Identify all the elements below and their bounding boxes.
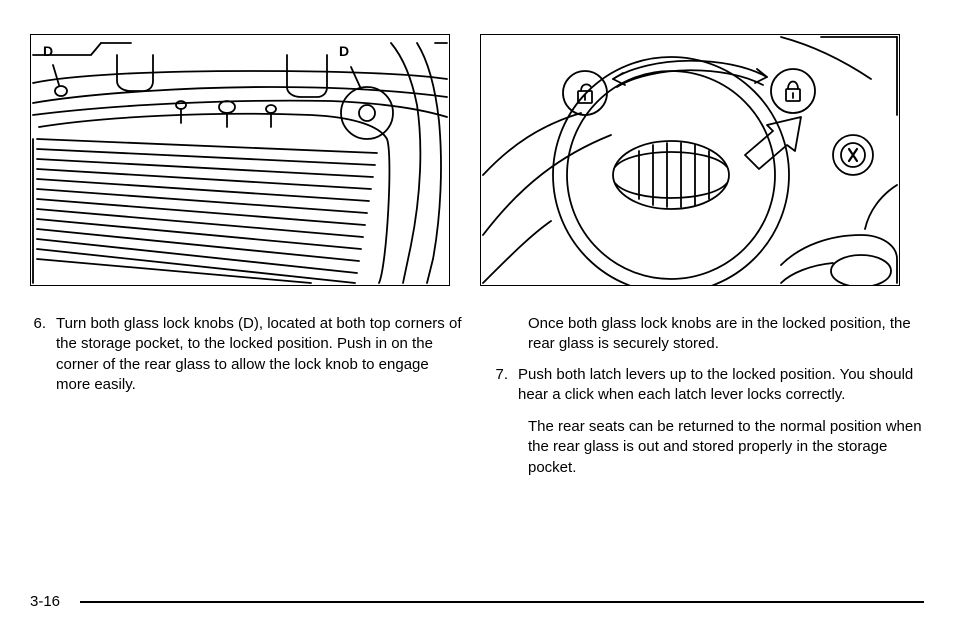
- page-number: 3-16: [30, 593, 60, 610]
- text-columns: 6. Turn both glass lock knobs (D), locat…: [30, 314, 924, 488]
- step-text: Push both latch levers up to the locked …: [518, 365, 924, 406]
- post-paragraph: The rear seats can be returned to the no…: [528, 417, 924, 478]
- label-d-right: D: [339, 43, 349, 59]
- step-7: 7. Push both latch levers up to the lock…: [492, 365, 924, 406]
- left-column: 6. Turn both glass lock knobs (D), locat…: [30, 314, 462, 488]
- continuation-paragraph: Once both glass lock knobs are in the lo…: [528, 314, 924, 355]
- figures-row: D D: [30, 34, 924, 286]
- step-text: Turn both glass lock knobs (D), located …: [56, 314, 462, 395]
- step-number: 6.: [30, 314, 56, 395]
- storage-pocket-illustration: [31, 35, 450, 286]
- page: D D: [0, 0, 954, 638]
- page-footer: 3-16: [30, 593, 924, 610]
- figure-left: D D: [30, 34, 450, 286]
- step-number: 7.: [492, 365, 518, 406]
- figure-right: [480, 34, 900, 286]
- latch-lever-illustration: [481, 35, 900, 286]
- right-column: Once both glass lock knobs are in the lo…: [492, 314, 924, 488]
- label-d-left: D: [43, 43, 53, 59]
- footer-rule: [80, 601, 924, 603]
- step-6: 6. Turn both glass lock knobs (D), locat…: [30, 314, 462, 395]
